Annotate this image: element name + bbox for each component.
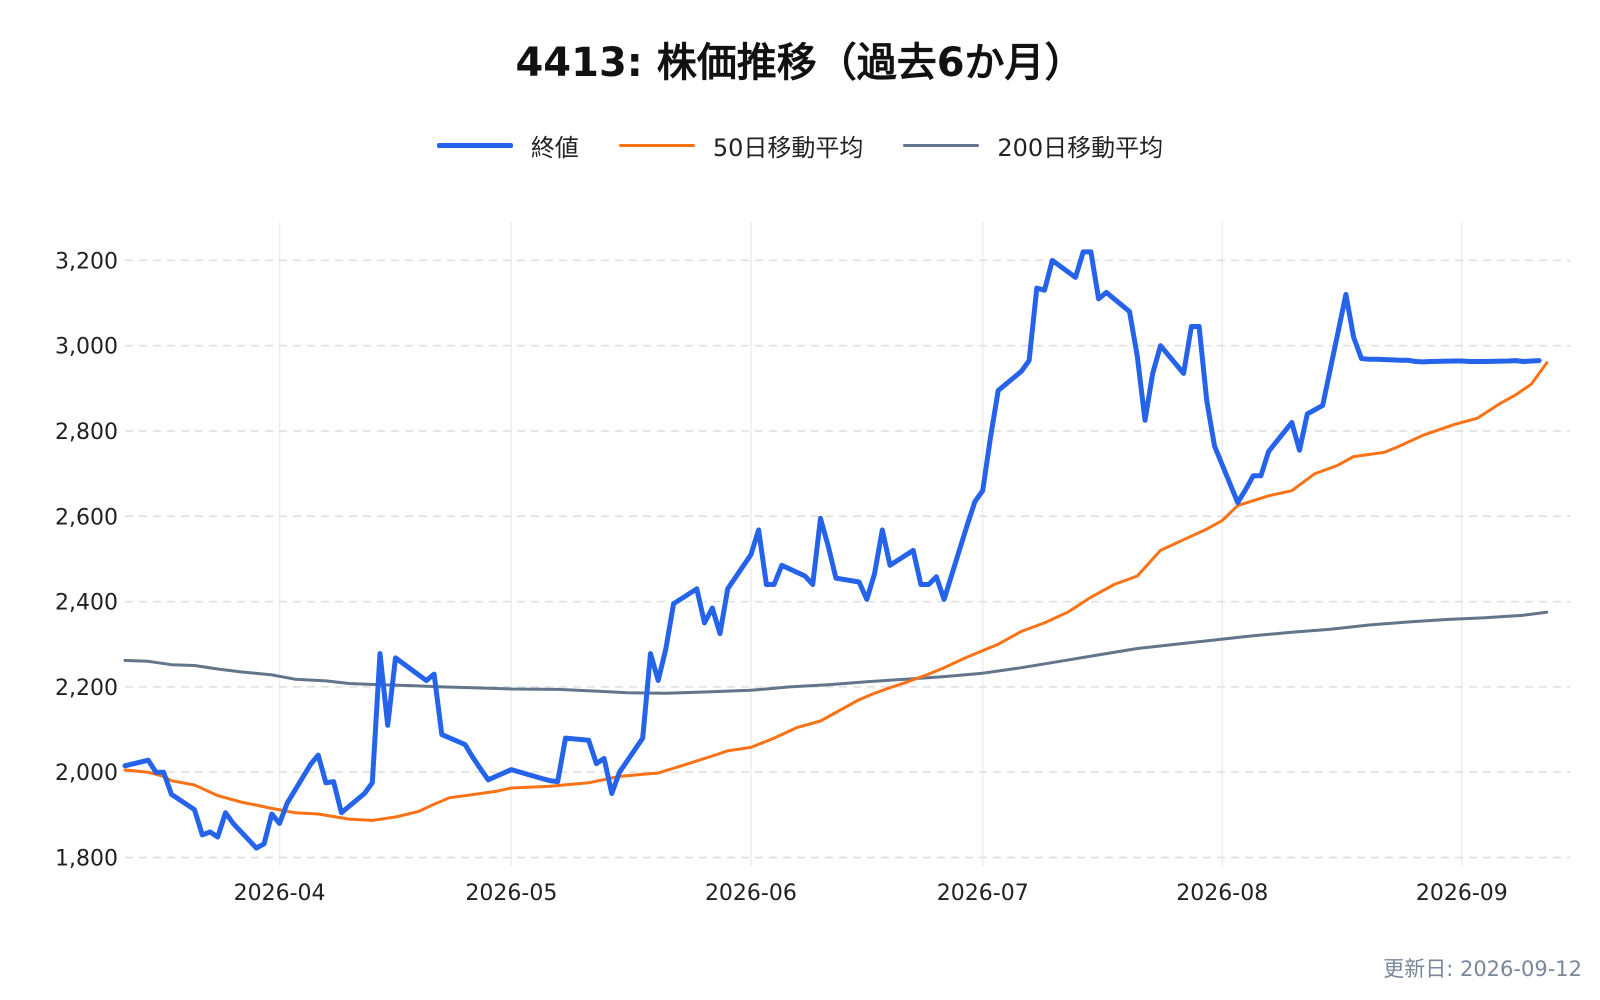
y-tick-label: 3,000: [55, 335, 118, 360]
x-tick-label: 2026-08: [1176, 881, 1268, 906]
y-tick-label: 1,800: [55, 846, 118, 871]
legend: 終値 50日移動平均 200日移動平均: [0, 128, 1600, 163]
y-tick-label: 3,200: [55, 249, 118, 274]
y-axis: 1,800 2,000 2,200 2,400 2,600 2,800 3,000 3,200: [55, 249, 118, 871]
y-tick-label: 2,200: [55, 676, 118, 701]
y-tick-label: 2,400: [55, 591, 118, 616]
legend-item-close[interactable]: 終値: [436, 128, 579, 163]
y-tick-label: 2,600: [55, 505, 118, 530]
x-tick-label: 2026-09: [1416, 881, 1508, 906]
ma50-line: [123, 361, 1549, 822]
legend-label-close: 終値: [530, 134, 579, 162]
y-gridlines: [125, 259, 1570, 859]
legend-label-ma200: 200日移動平均: [997, 134, 1164, 162]
y-tick-label: 2,000: [55, 761, 118, 786]
x-axis: 2026-04 2026-05 2026-06 2026-07 2026-08 2026-…: [234, 881, 1508, 906]
legend-label-ma50: 50日移動平均: [712, 134, 864, 162]
legend-swatch-ma200: [903, 144, 980, 147]
legend-item-ma50[interactable]: 50日移動平均: [618, 128, 864, 163]
legend-swatch-ma50: [618, 144, 695, 147]
updated-date: 更新日: 2026-09-12: [1383, 957, 1582, 981]
x-tick-label: 2026-07: [937, 881, 1029, 906]
legend-swatch-close: [436, 143, 513, 148]
x-tick-label: 2026-06: [705, 881, 797, 906]
x-gridlines: [278, 222, 1463, 866]
legend-item-ma200[interactable]: 200日移動平均: [903, 128, 1163, 163]
series-layer: [122, 249, 1549, 851]
x-tick-label: 2026-05: [465, 881, 557, 906]
y-tick-label: 2,800: [55, 420, 118, 445]
x-tick-label: 2026-04: [234, 881, 326, 906]
close-price-line: [122, 249, 1542, 851]
ma200-line: [123, 610, 1549, 695]
chart-title: 4413: 株価推移（過去6か月）: [515, 40, 1085, 86]
